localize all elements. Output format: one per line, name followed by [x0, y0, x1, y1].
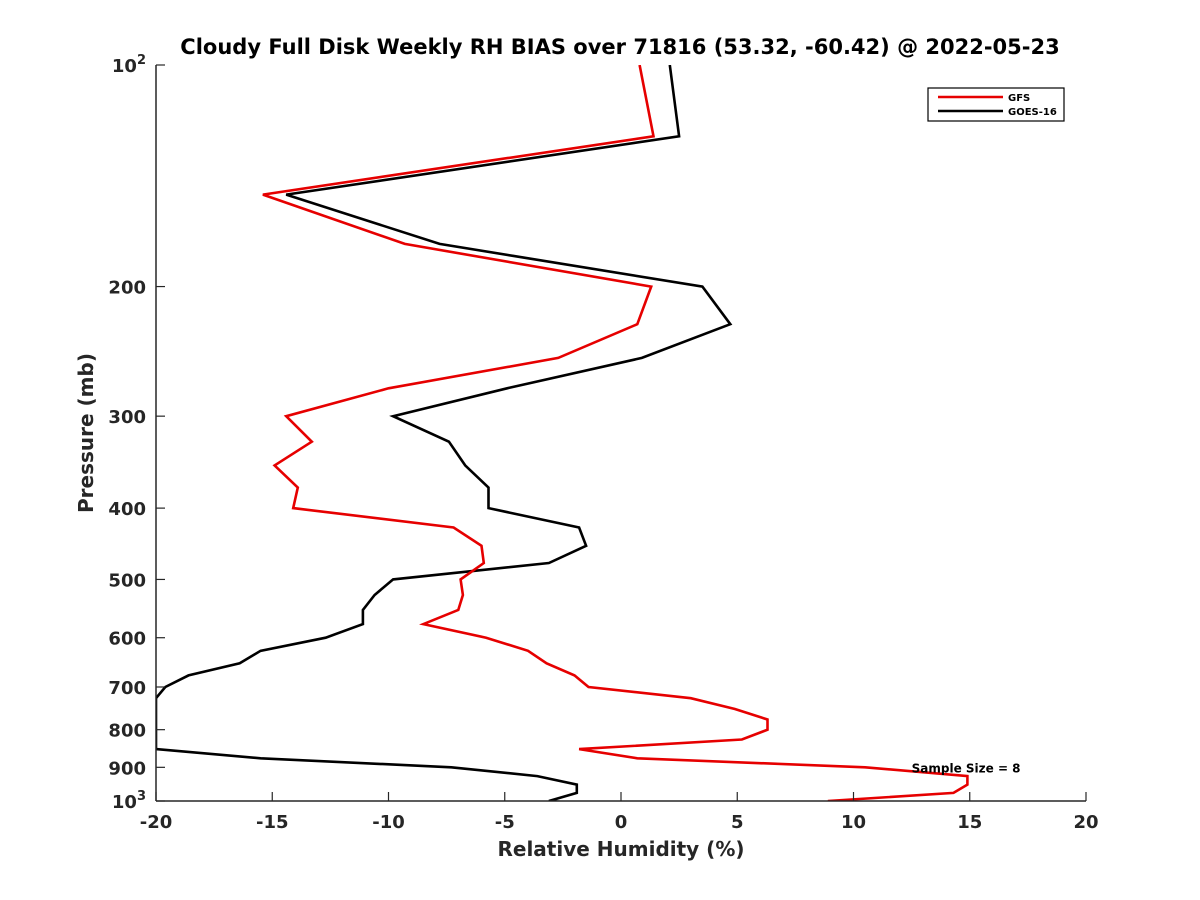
y-tick-label: 800 — [108, 721, 146, 742]
chart-title: Cloudy Full Disk Weekly RH BIAS over 718… — [180, 35, 1059, 59]
y-tick-label: 300 — [108, 407, 146, 428]
y-tick-label-base: 200 — [108, 278, 146, 299]
legend: GFS GOES-16 — [927, 87, 1065, 122]
y-tick-label-base: 600 — [108, 629, 146, 650]
legend-label: GOES-16 — [1008, 107, 1057, 118]
series-line-goes-16 — [156, 65, 733, 801]
x-axis-label: Relative Humidity (%) — [497, 837, 744, 861]
y-tick-label-base: 300 — [108, 407, 146, 428]
y-tick-label: 102 — [112, 53, 146, 77]
x-tick-label: 0 — [615, 812, 628, 833]
x-tick-label: -10 — [372, 812, 405, 833]
legend-label: GFS — [1008, 93, 1030, 104]
x-ticks: -20 -15 -10 -5 0 5 10 15 20 — [140, 792, 1099, 833]
y-tick-label: 500 — [108, 570, 146, 591]
series-line-gfs — [262, 65, 969, 801]
y-tick-label: 600 — [108, 629, 146, 650]
y-tick-label-base: 400 — [108, 499, 146, 520]
legend-box — [927, 87, 1065, 122]
x-tick-label: 5 — [731, 812, 744, 833]
y-tick-label-base: 10 — [112, 56, 137, 77]
x-tick-label: -5 — [495, 812, 515, 833]
y-tick-label: 700 — [108, 678, 146, 699]
y-tick-label: 200 — [108, 278, 146, 299]
y-tick-label-base: 800 — [108, 721, 146, 742]
x-tick-label: 15 — [957, 812, 982, 833]
y-tick-label-base: 10 — [112, 792, 137, 813]
series-layer — [156, 65, 969, 801]
y-tick-label-exponent: 2 — [137, 53, 146, 68]
sample-size-annotation: Sample Size = 8 — [912, 761, 1021, 775]
y-tick-label-exponent: 3 — [137, 789, 146, 804]
y-tick-label-base: 500 — [108, 570, 146, 591]
y-tick-label-base: 700 — [108, 678, 146, 699]
y-tick-label: 103 — [112, 789, 146, 813]
y-tick-label: 900 — [108, 758, 146, 779]
y-axis-label: Pressure (mb) — [74, 353, 98, 513]
y-tick-label: 400 — [108, 499, 146, 520]
x-tick-label: 20 — [1073, 812, 1098, 833]
x-tick-label: -20 — [140, 812, 173, 833]
y-tick-label-base: 900 — [108, 758, 146, 779]
x-tick-label: 10 — [841, 812, 866, 833]
x-tick-label: -15 — [256, 812, 289, 833]
